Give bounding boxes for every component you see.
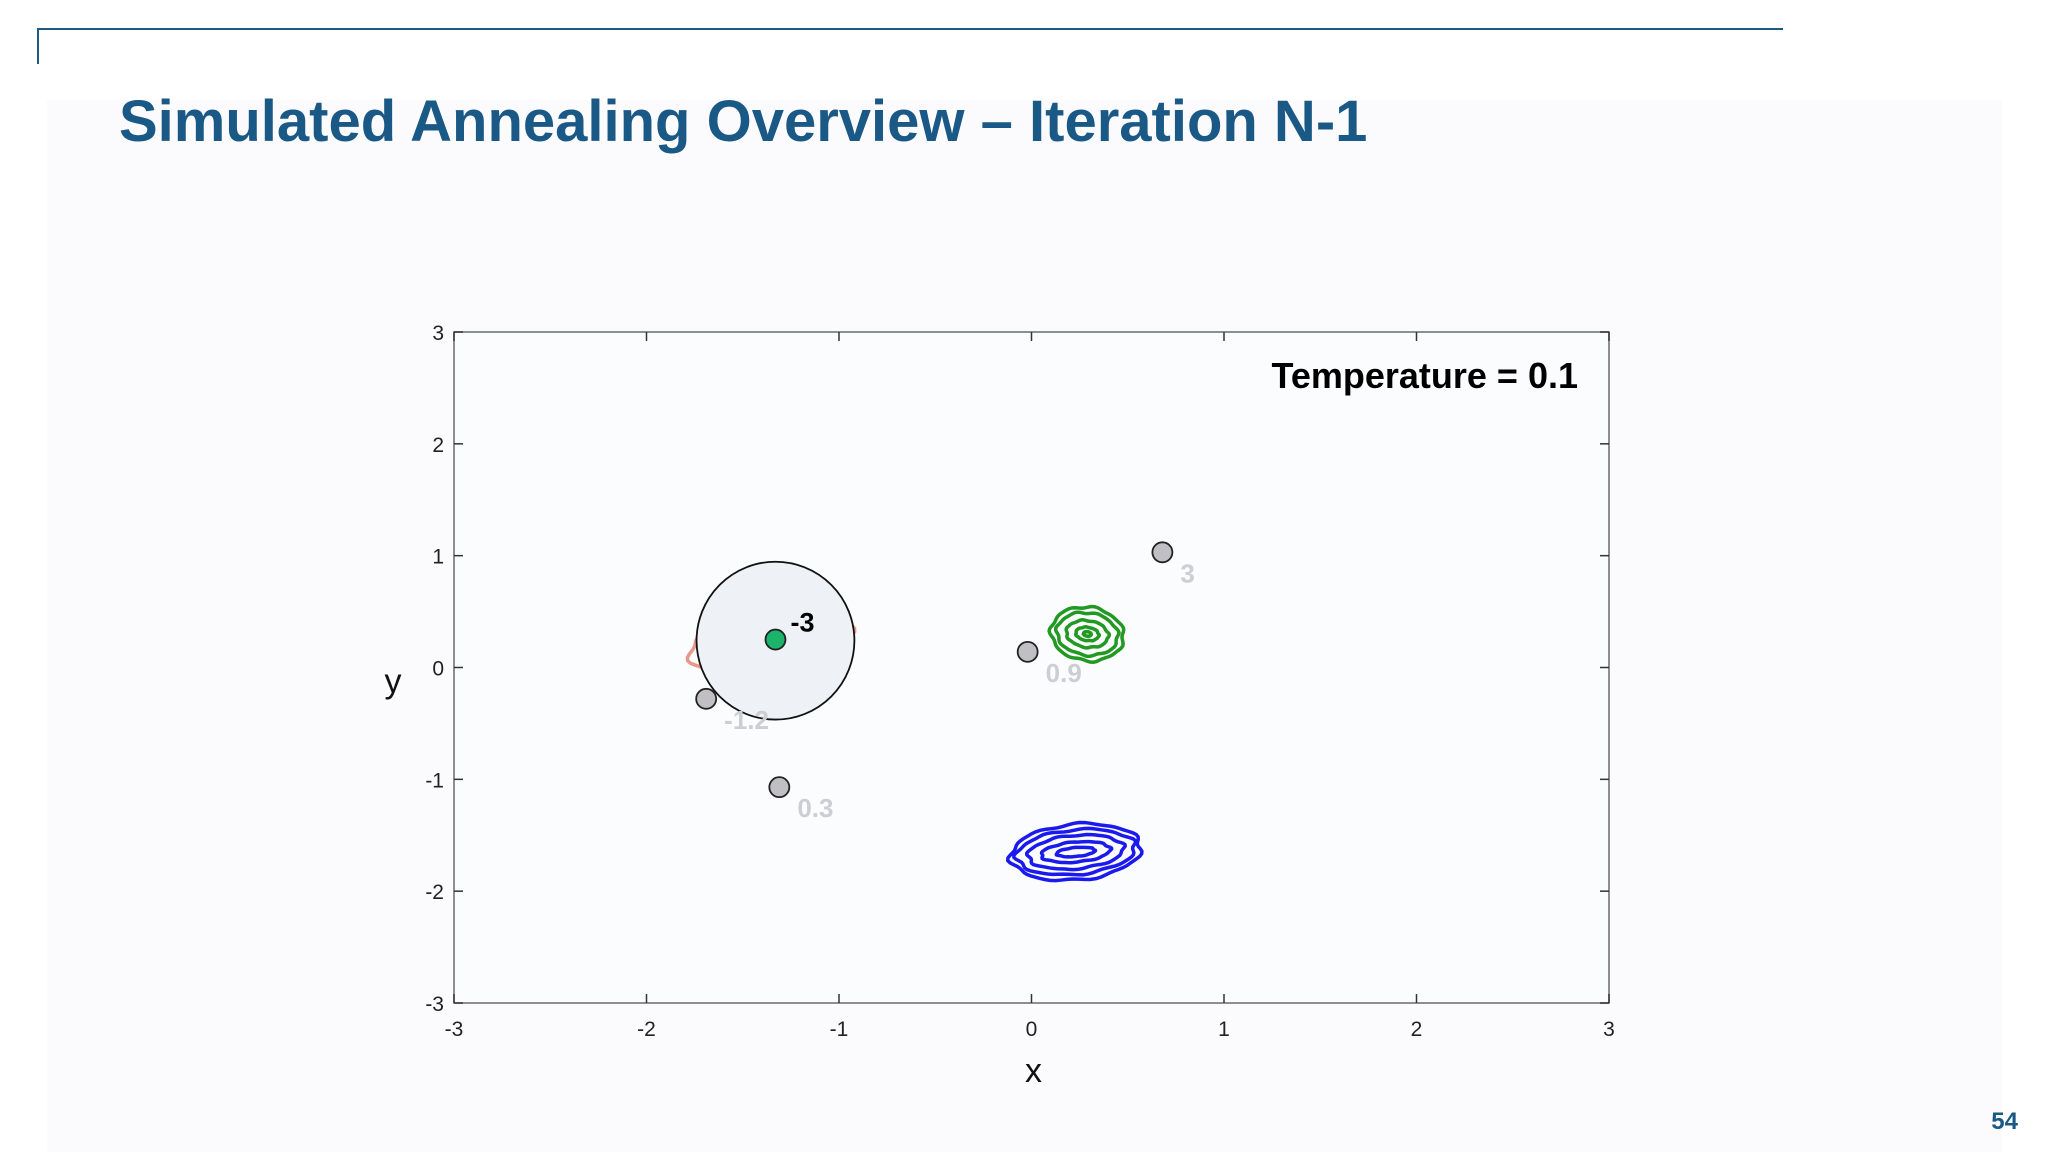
y-tick-label: 0 (432, 658, 444, 681)
temperature-annotation: Temperature = 0.1 (1272, 355, 1578, 396)
candidate-point-label: -1.2 (724, 705, 769, 735)
slide-title: Simulated Annealing Overview – Iteration… (119, 89, 1368, 154)
axis-ticks (453, 331, 1610, 1004)
candidate-point-label: 3 (1180, 558, 1194, 588)
point-labels: -3 -1.2 0.3 0.9 3 (724, 558, 1195, 823)
y-tick-label: -2 (425, 881, 444, 904)
x-tick-label: 0 (1026, 1018, 1038, 1041)
x-tick-label: -1 (830, 1018, 849, 1041)
header-rule (37, 28, 1783, 30)
x-tick-label: -2 (637, 1018, 656, 1041)
blue-contour-ring (1039, 839, 1114, 865)
candidate-point (1151, 541, 1174, 564)
green-contour-ring (1047, 604, 1126, 664)
tick-labels: -3 -2 -1 0 1 2 3 -3 -2 -1 0 1 2 3 (425, 322, 1615, 1041)
blue-contour (1005, 820, 1144, 883)
x-tick-label: 1 (1218, 1018, 1230, 1041)
blue-contour-ring (1005, 820, 1144, 883)
y-tick-label: 1 (432, 546, 444, 569)
current-point (764, 628, 787, 651)
blue-contour-ring (1012, 826, 1138, 877)
green-contour-ring (1074, 625, 1102, 643)
y-tick-label: 3 (432, 322, 444, 345)
x-axis-label: x (1025, 1052, 1042, 1090)
candidate-point (695, 687, 718, 710)
y-tick-label: -1 (425, 769, 444, 792)
candidate-point (1016, 640, 1039, 663)
blue-contour-ring (1054, 845, 1098, 859)
current-point-label: -3 (790, 608, 814, 638)
y-tick-label: 2 (432, 434, 444, 457)
x-tick-label: -3 (445, 1018, 464, 1041)
plot-area (453, 331, 1610, 1004)
candidate-point-label: 0.9 (1046, 658, 1082, 688)
candidate-point (768, 776, 791, 799)
blue-contour-ring (1024, 832, 1127, 872)
x-tick-label: 3 (1603, 1018, 1615, 1041)
page-number: 54 (1991, 1108, 2018, 1135)
green-contour (1047, 604, 1126, 664)
x-tick-label: 2 (1411, 1018, 1423, 1041)
header-rule-tick (37, 28, 39, 64)
green-contour-ring (1081, 629, 1094, 639)
candidate-points (695, 541, 1174, 799)
y-axis-label: y (385, 663, 402, 701)
y-tick-label: -3 (425, 993, 444, 1016)
green-contour-ring (1064, 618, 1112, 650)
candidate-point-label: 0.3 (797, 793, 833, 823)
green-contour-ring (1053, 610, 1121, 659)
